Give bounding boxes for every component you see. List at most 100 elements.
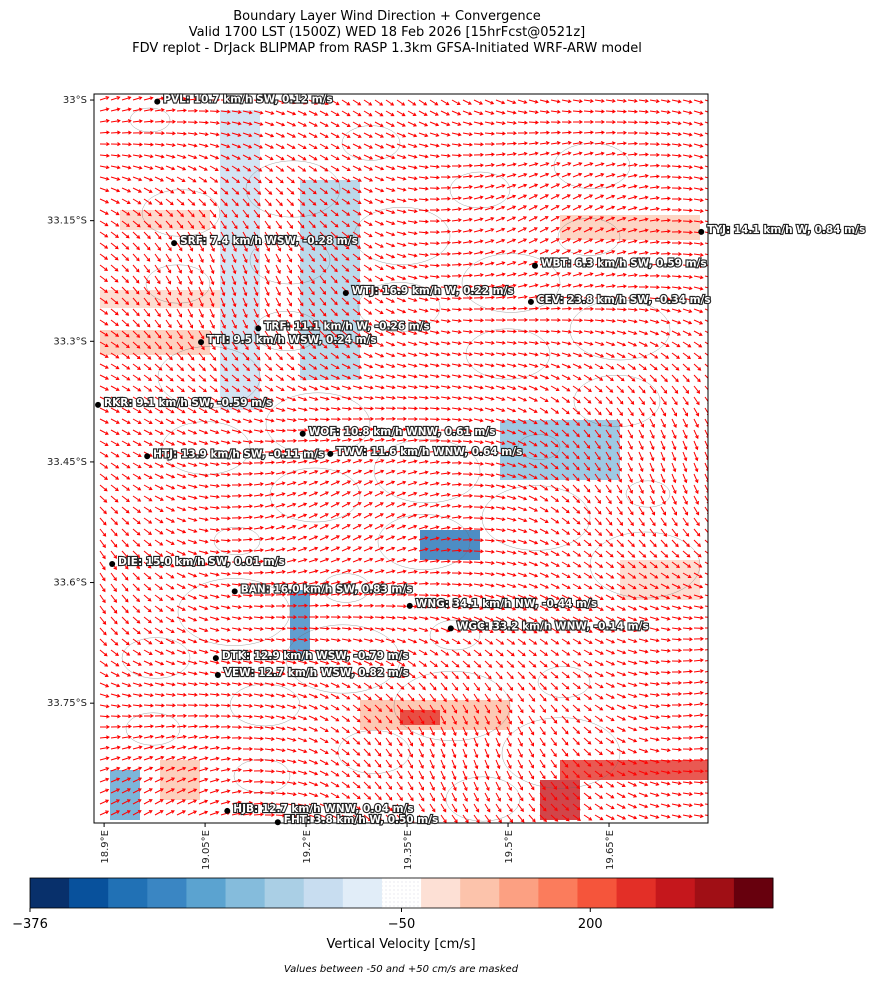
- station-label: SRF: 7.4 km/h WSW, -0.28 m/s: [180, 235, 358, 247]
- station-marker: [299, 430, 306, 437]
- colorbar-swatch: [186, 878, 227, 908]
- footnote: Values between -50 and +50 cm/s are mask…: [284, 964, 519, 975]
- colorbar-swatch: [499, 878, 539, 908]
- colorbar-swatch: [460, 878, 500, 908]
- station-marker: [214, 672, 221, 679]
- station-marker: [255, 325, 262, 332]
- y-tick-label: 33.15°S: [47, 216, 87, 227]
- station-marker: [342, 290, 349, 297]
- station-marker: [327, 450, 334, 457]
- terrain-contour: [429, 619, 481, 651]
- colorbar-swatch: [264, 878, 305, 908]
- colorbar-swatch: [108, 878, 148, 908]
- station-marker: [447, 625, 454, 632]
- station-marker: [224, 807, 231, 814]
- station-marker: [109, 561, 116, 568]
- terrain-contour: [445, 776, 521, 822]
- map-frame: [93, 93, 709, 824]
- field-patch: [300, 180, 360, 380]
- field-patch: [290, 590, 310, 660]
- station-label: TRF: 11.1 km/h W, -0.26 m/s: [264, 320, 429, 332]
- station-marker: [198, 339, 205, 346]
- terrain-contour: [501, 717, 621, 789]
- axes: 33°S 33.15°S 33.3°S 33.45°S 33.6°S 33.75°S 18.…: [47, 95, 616, 870]
- colorbar-swatch: [69, 878, 109, 908]
- colorbar-swatch: [733, 878, 774, 908]
- station-label: TWV: 11.6 km/h WNW, 0.64 m/s: [336, 446, 522, 458]
- station-marker: [144, 453, 151, 460]
- x-tick-label: 19.35°E: [403, 830, 414, 870]
- colorbar-swatch: [342, 878, 383, 908]
- terrain-contour: [393, 670, 511, 742]
- colorbar-swatch: [694, 878, 735, 908]
- station-label: WOF: 10.8 km/h WNW, 0.61 m/s: [309, 426, 496, 438]
- terrain-contour: [265, 392, 371, 456]
- station-marker: [531, 262, 538, 269]
- terrain-contour: [569, 299, 671, 361]
- terrain-contour: [537, 666, 591, 698]
- station-marker: [212, 655, 219, 662]
- x-tick-label: 19.05°E: [201, 830, 212, 870]
- terrain-contour: [121, 637, 191, 679]
- station-label: DIE: 15.0 km/h SW, 0.01 m/s: [118, 556, 285, 568]
- terrain-contour: [461, 253, 561, 313]
- terrain-contour: [145, 264, 211, 304]
- station-marker: [406, 602, 413, 609]
- terrain-contour: [321, 573, 371, 603]
- colorbar-label: Vertical Velocity [cm/s]: [326, 937, 475, 952]
- wind-arrows: [99, 96, 708, 823]
- x-tick-label: 19.65°E: [605, 830, 616, 870]
- station-marker: [95, 401, 102, 408]
- field-patch: [540, 780, 580, 820]
- station-label: FHT: 3.8 km/h W, 0.50 m/s: [284, 814, 439, 826]
- colorbar-tick-label: 200: [578, 917, 603, 932]
- y-tick-label: 33.3°S: [53, 336, 87, 347]
- station-label: WTJ: 16.9 km/h W, 0.22 m/s: [352, 285, 514, 297]
- station-label: RKR: 9.1 km/h SW, -0.59 m/s: [104, 397, 272, 409]
- stations: PVL: 10.7 km/h SW, 0.12 m/s SRF: 7.4 km/h…: [95, 93, 866, 827]
- terrain-contour: [517, 434, 561, 460]
- station-marker: [231, 588, 238, 595]
- colorbar-swatch: [421, 878, 461, 908]
- map-field: [100, 107, 708, 822]
- terrain-contour: [177, 578, 291, 646]
- station-label: HJB: 12.7 km/h WNW, 0.04 m/s: [233, 803, 413, 815]
- station-label: WNG: 34.1 km/h NW, -0.44 m/s: [416, 598, 597, 610]
- terrain-contour: [125, 712, 181, 746]
- colorbar-tick-label: −50: [388, 917, 415, 932]
- station-label: TYJ: 14.1 km/h W, 0.84 m/s: [707, 224, 865, 236]
- station-label: PVL: 10.7 km/h SW, 0.12 m/s: [163, 94, 332, 106]
- station-label: BAN: 16.0 km/h SW, 0.83 m/s: [241, 583, 413, 595]
- station-marker: [274, 819, 281, 826]
- y-tick-label: 33.75°S: [47, 698, 87, 709]
- colorbar-swatch: [577, 878, 618, 908]
- y-tick-label: 33.6°S: [53, 578, 87, 589]
- station-label: VEW: 12.7 km/h WSW, 0.82 m/s: [224, 667, 409, 679]
- station-marker: [154, 98, 161, 105]
- field-patch: [560, 215, 700, 240]
- station-marker: [527, 298, 534, 305]
- chart-title: Boundary Layer Wind Direction + Converge…: [233, 9, 541, 24]
- field-patch: [420, 530, 480, 560]
- field-patch: [120, 210, 210, 230]
- colorbar-swatch: [538, 878, 578, 908]
- colorbar-swatch: [147, 878, 187, 908]
- station-marker: [171, 240, 178, 247]
- x-tick-label: 18.9°E: [100, 830, 111, 864]
- station-marker: [698, 228, 705, 235]
- x-tick-label: 19.5°E: [504, 830, 515, 864]
- colorbar-tick-label: −376: [12, 917, 48, 932]
- terrain-contour: [285, 624, 401, 694]
- colorbar-swatch: [381, 878, 422, 908]
- colorbar-swatch: [30, 878, 70, 908]
- x-tick-label: 19.2°E: [302, 830, 313, 864]
- y-tick-label: 33.45°S: [47, 457, 87, 468]
- chart-title: FDV replot - DrJack BLIPMAP from RASP 1.…: [132, 41, 642, 56]
- field-patch: [110, 770, 140, 820]
- terrain-contour: [353, 206, 451, 266]
- station-label: WBT: 6.3 km/h SW, 0.59 m/s: [541, 258, 707, 270]
- station-label: DTK: 12.9 km/h WSW, -0.79 m/s: [222, 650, 409, 662]
- station-label: TTI: 9.5 km/h WSW, 0.24 m/s: [207, 334, 377, 346]
- wind-arrow-field: [99, 96, 708, 823]
